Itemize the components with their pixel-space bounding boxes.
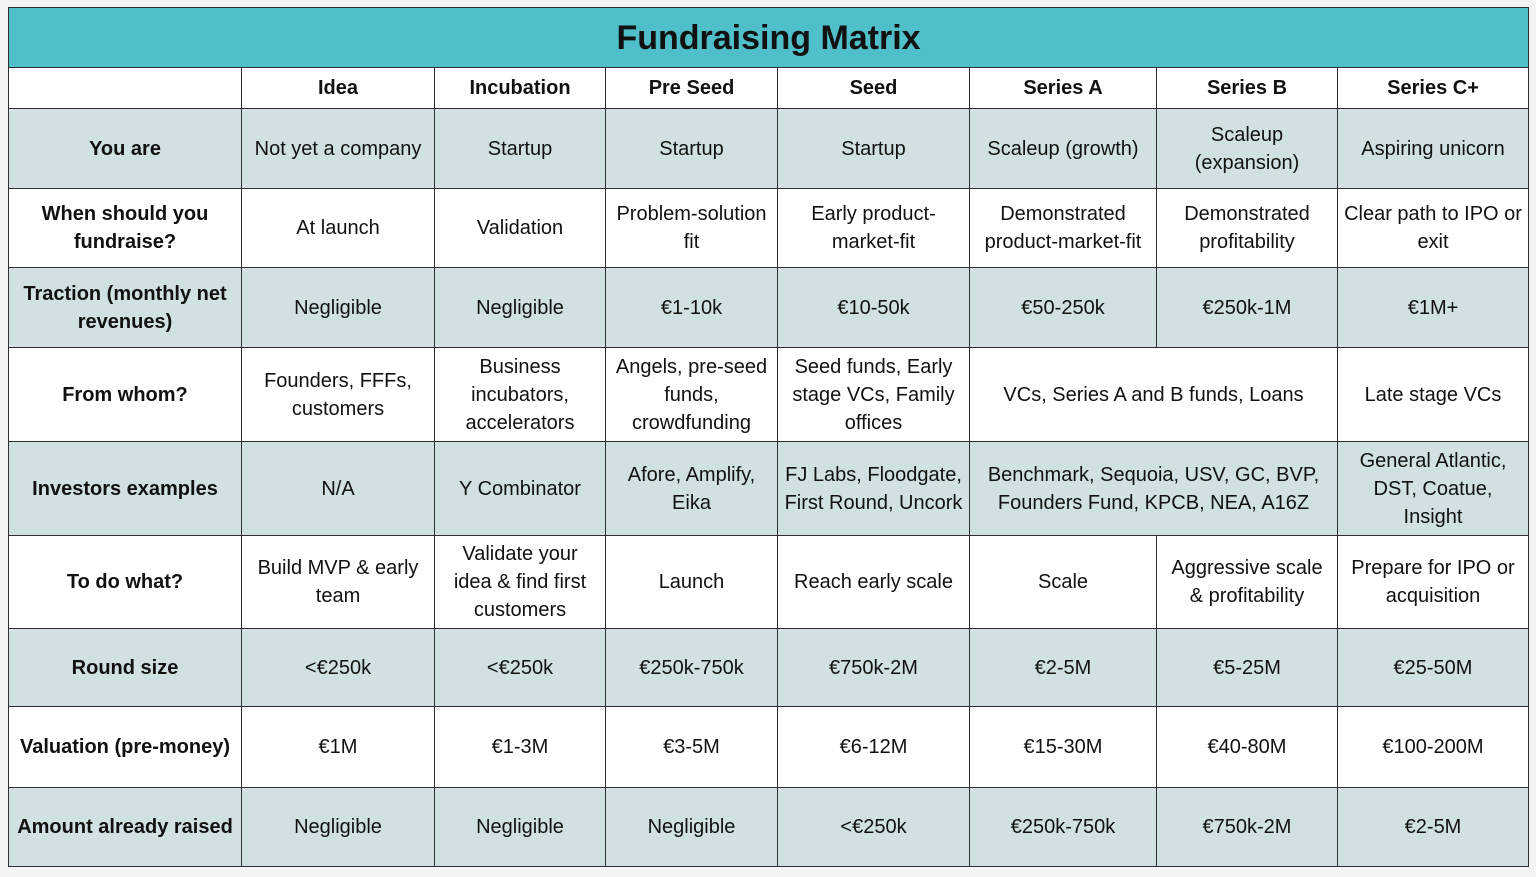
table-cell: €40-80M [1156, 706, 1338, 788]
table-cell: Afore, Amplify, Eika [605, 441, 778, 536]
table-cell: Business incubators, accelerators [434, 347, 606, 442]
table-cell: Startup [434, 108, 606, 189]
row-label: Investors examples [8, 441, 242, 536]
table-cell: Angels, pre-seed funds, crowdfunding [605, 347, 778, 442]
table-cell: FJ Labs, Floodgate, First Round, Uncork [777, 441, 970, 536]
table-cell: Negligible [434, 787, 606, 867]
table-cell: <€250k [434, 628, 606, 707]
table-cell: Launch [605, 535, 778, 629]
table-cell: Negligible [241, 787, 435, 867]
table-cell: Negligible [241, 267, 435, 348]
table-row: To do what? Build MVP & early team Validat… [8, 535, 1530, 629]
table-cell: At launch [241, 188, 435, 268]
table-cell: Founders, FFFs, customers [241, 347, 435, 442]
table-cell: Validation [434, 188, 606, 268]
table-row: From whom? Founders, FFFs, customers Busin… [8, 347, 1530, 442]
table-cell: €2-5M [969, 628, 1157, 707]
table-row: You are Not yet a company Startup Startup St… [8, 108, 1530, 189]
row-label: From whom? [8, 347, 242, 442]
table-cell: Demonstrated product-market-fit [969, 188, 1157, 268]
table-cell: Benchmark, Sequoia, USV, GC, BVP, Founde… [969, 441, 1338, 536]
table-row: Traction (monthly net revenues) Negligibl… [8, 267, 1530, 348]
table-cell: €3-5M [605, 706, 778, 788]
table-row: Idea Incubation Pre Seed Seed Series A Series… [8, 67, 1530, 109]
table-cell: Aggressive scale & profitability [1156, 535, 1338, 629]
table-cell: Clear path to IPO or exit [1336, 188, 1530, 268]
row-label: Amount already raised [8, 787, 242, 867]
table-cell: €250k-750k [605, 628, 778, 707]
column-header: Series B [1156, 67, 1338, 109]
table-cell: General Atlantic, DST, Coatue, Insight [1336, 441, 1530, 536]
table-cell: €1M [241, 706, 435, 788]
row-label: Round size [8, 628, 242, 707]
table-cell: €6-12M [777, 706, 970, 788]
column-header: Series C+ [1336, 67, 1530, 109]
row-label: Valuation (pre-money) [8, 706, 242, 788]
table-cell: VCs, Series A and B funds, Loans [969, 347, 1338, 442]
table-cell: Startup [605, 108, 778, 189]
table-cell: Scaleup (expansion) [1156, 108, 1338, 189]
table-cell: Y Combinator [434, 441, 606, 536]
empty-cell [8, 67, 242, 109]
table-cell: €1-10k [605, 267, 778, 348]
table-cell: €750k-2M [1156, 787, 1338, 867]
table-cell: Build MVP & early team [241, 535, 435, 629]
table-cell: €1M+ [1336, 267, 1530, 348]
table-cell: €10-50k [777, 267, 970, 348]
table-cell: Prepare for IPO or acquisition [1336, 535, 1530, 629]
table-cell: Startup [777, 108, 970, 189]
table-cell: Validate your idea & find first customer… [434, 535, 606, 629]
table-cell: €250k-750k [969, 787, 1157, 867]
table-cell: <€250k [777, 787, 970, 867]
table-row: Valuation (pre-money) €1M €1-3M €3-5M €6-12M… [8, 706, 1530, 788]
table-cell: €25-50M [1336, 628, 1530, 707]
table-cell: N/A [241, 441, 435, 536]
column-header: Pre Seed [605, 67, 778, 109]
row-label: When should you fundraise? [8, 188, 242, 268]
title: Fundraising Matrix [7, 7, 1530, 68]
table-cell: €5-25M [1156, 628, 1338, 707]
table-cell: Demonstrated profitability [1156, 188, 1338, 268]
table-cell: Negligible [434, 267, 606, 348]
table-cell: Not yet a company [241, 108, 435, 189]
column-header: Idea [241, 67, 435, 109]
table-cell: Seed funds, Early stage VCs, Family offi… [777, 347, 970, 442]
fundraising-table: Fundraising Matrix Idea Incubation Pre See… [7, 7, 1530, 867]
table-row: When should you fundraise? At launch Valid… [8, 188, 1530, 268]
row-label: You are [8, 108, 242, 189]
table-row: Amount already raised Negligible Negligibl… [8, 787, 1530, 867]
row-label: Traction (monthly net revenues) [8, 267, 242, 348]
table-cell: €2-5M [1336, 787, 1530, 867]
column-header: Seed [777, 67, 970, 109]
table-cell: €1-3M [434, 706, 606, 788]
table-cell: <€250k [241, 628, 435, 707]
table-cell: €100-200M [1336, 706, 1530, 788]
table-cell: Negligible [605, 787, 778, 867]
table-cell: Problem-solution fit [605, 188, 778, 268]
table-cell: Scaleup (growth) [969, 108, 1157, 189]
column-header: Series A [969, 67, 1157, 109]
matrix: Fundraising Matrix Idea Incubation Pre See… [7, 7, 1530, 867]
table-row: Fundraising Matrix [7, 7, 1530, 68]
table-row: Investors examples N/A Y Combinator Afore, … [8, 441, 1530, 536]
table-cell: Late stage VCs [1336, 347, 1530, 442]
table-cell: €15-30M [969, 706, 1157, 788]
row-label: To do what? [8, 535, 242, 629]
table-cell: Reach early scale [777, 535, 970, 629]
table-cell: Early product-market-fit [777, 188, 970, 268]
table-cell: Aspiring unicorn [1336, 108, 1530, 189]
table-cell: €250k-1M [1156, 267, 1338, 348]
table-row: Round size <€250k <€250k €250k-750k €750k-2M… [8, 628, 1530, 707]
table-cell: Scale [969, 535, 1157, 629]
column-header: Incubation [434, 67, 606, 109]
table-cell: €750k-2M [777, 628, 970, 707]
table-cell: €50-250k [969, 267, 1157, 348]
